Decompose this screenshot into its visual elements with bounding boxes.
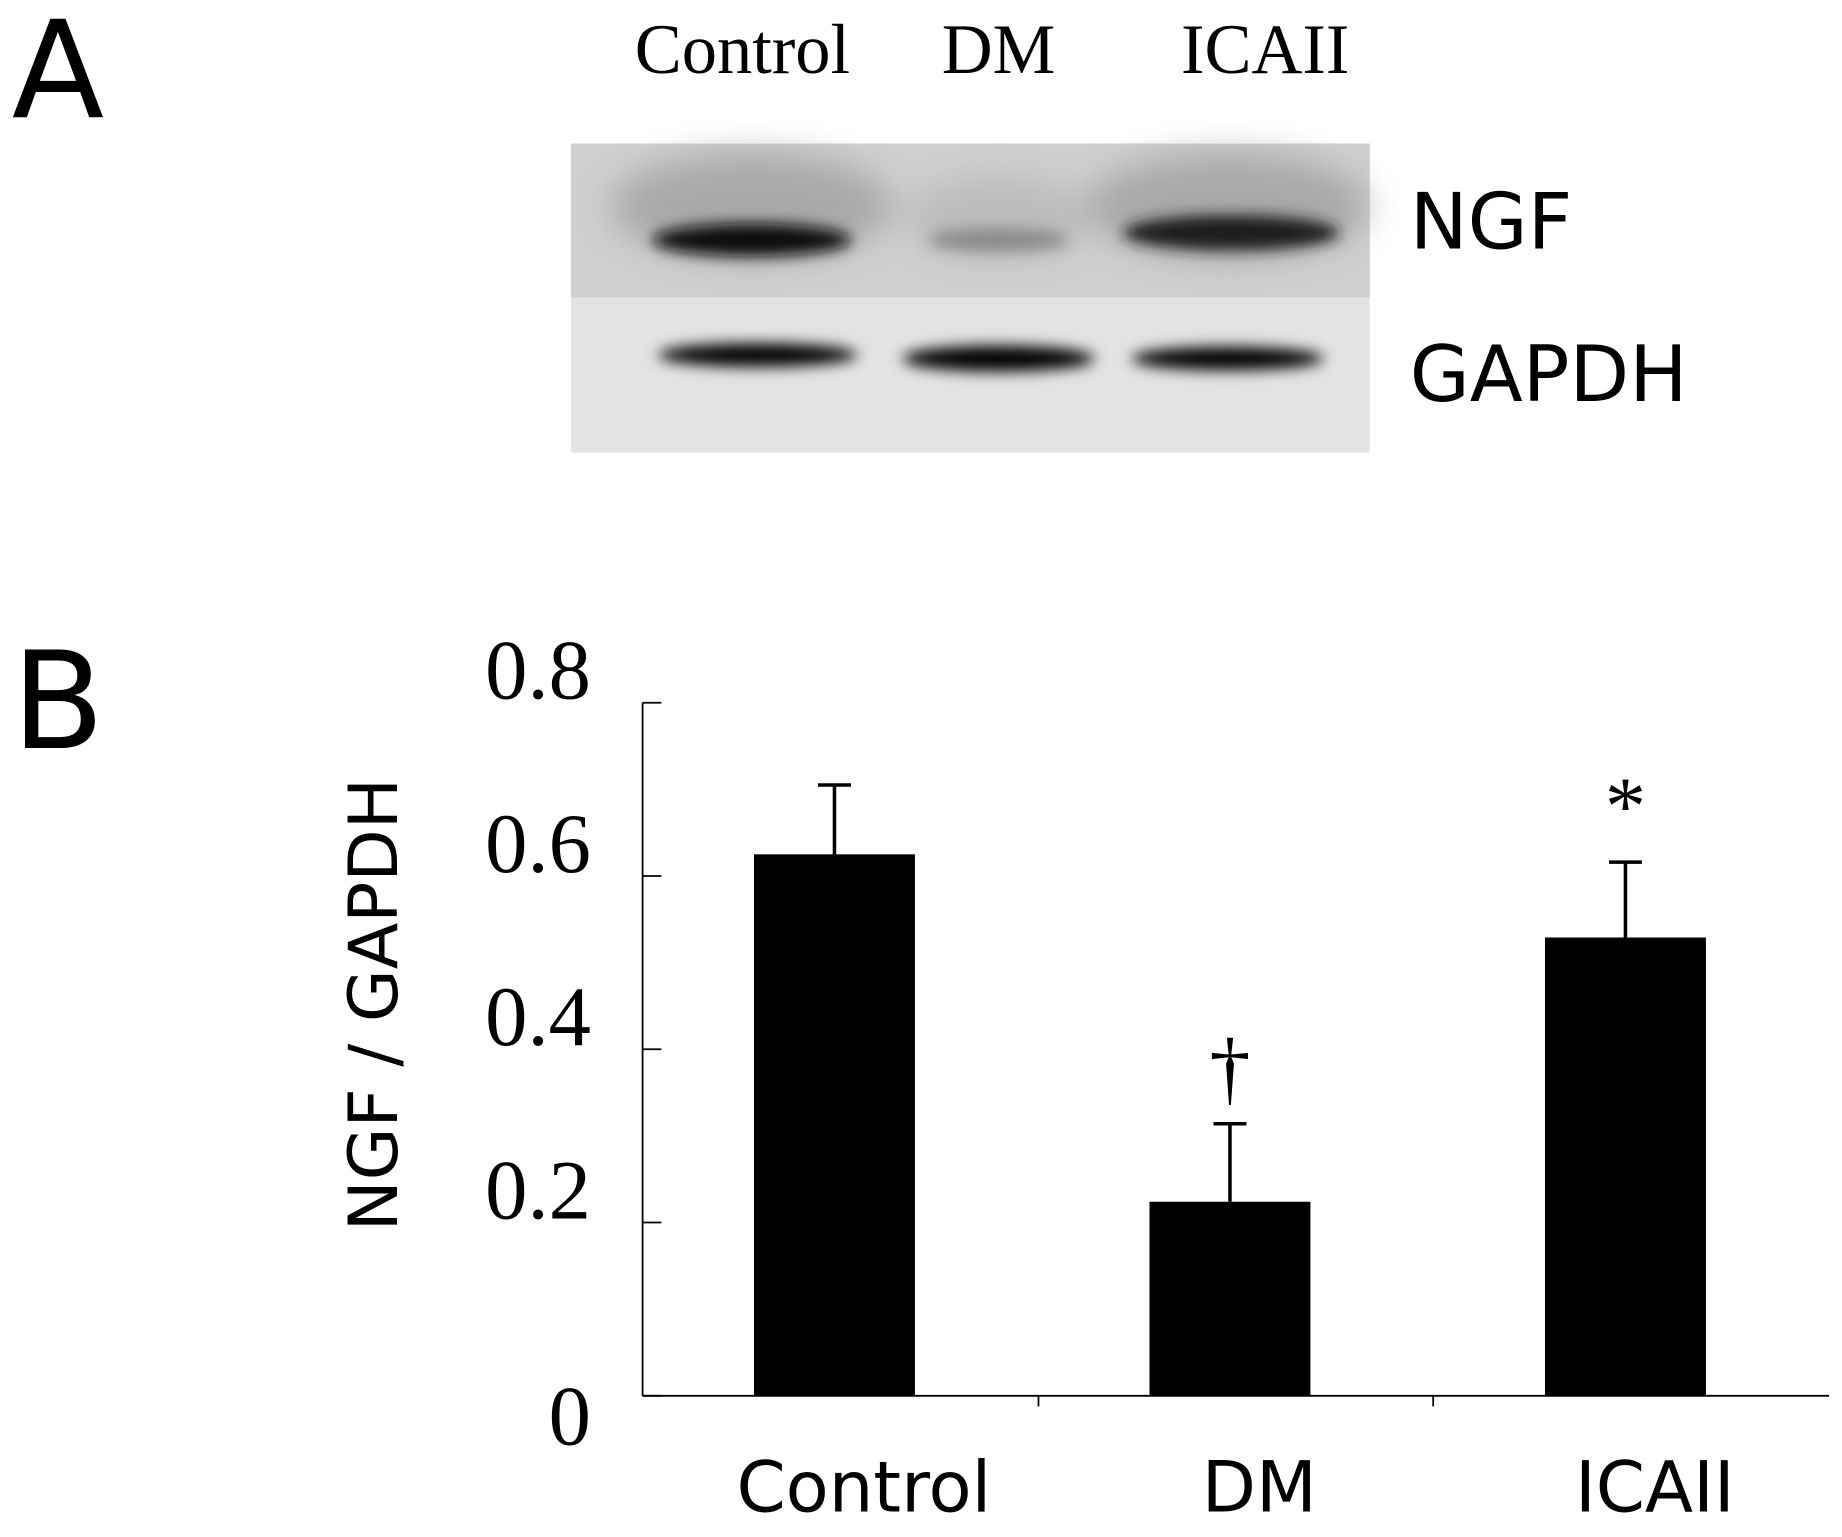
band-label: NGF bbox=[1410, 177, 1573, 267]
x-tick-label: Control bbox=[736, 1447, 991, 1529]
bar bbox=[753, 854, 915, 1396]
y-tick-label: 0.8 bbox=[485, 625, 591, 718]
lane-label: DM bbox=[942, 11, 1056, 89]
y-tick-label: 0.4 bbox=[485, 971, 591, 1064]
panel-label: B bbox=[12, 623, 105, 780]
significance-mark: * bbox=[1605, 761, 1646, 852]
panel-label: A bbox=[12, 0, 104, 149]
blot-image bbox=[570, 143, 1370, 453]
x-tick-label: DM bbox=[1202, 1447, 1317, 1529]
band-label: GAPDH bbox=[1410, 330, 1688, 420]
x-tick-label: ICAII bbox=[1575, 1447, 1735, 1529]
bar bbox=[1544, 937, 1706, 1396]
significance-mark: † bbox=[1209, 1023, 1250, 1114]
y-axis-label: NGF / GAPDH bbox=[335, 778, 414, 1231]
y-tick-label: 0.2 bbox=[485, 1144, 591, 1237]
y-tick-label: 0 bbox=[549, 1371, 591, 1464]
lane-label: ICAII bbox=[1181, 11, 1349, 89]
bar bbox=[1149, 1201, 1311, 1396]
y-tick-label: 0.6 bbox=[485, 798, 591, 891]
lane-label: Control bbox=[635, 11, 850, 89]
